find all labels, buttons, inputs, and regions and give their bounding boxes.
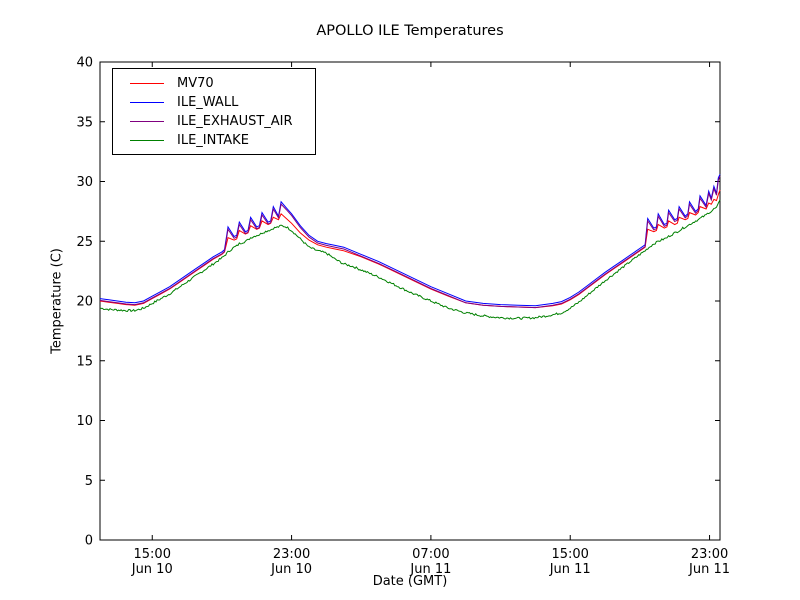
legend-label: MV70 (177, 76, 214, 91)
x-axis-label: Date (GMT) (372, 574, 448, 589)
y-tick-label: 25 (76, 235, 93, 250)
y-tick-label: 30 (76, 175, 93, 190)
legend-label: ILE_INTAKE (177, 133, 249, 148)
x-tick-label-time: 15:00 (134, 547, 171, 562)
mv70-line-swatch (130, 83, 164, 84)
y-tick-label: 10 (76, 414, 93, 429)
legend-entry-mv70: MV70 (113, 74, 315, 93)
ile-intake-line-swatch (130, 140, 164, 141)
y-tick-label: 15 (76, 354, 93, 369)
series-line-ile_wall (99, 174, 721, 307)
x-tick-label-time: 07:00 (412, 547, 449, 562)
legend-entry-ile-intake: ILE_INTAKE (113, 131, 315, 150)
chart-title: APOLLO ILE Temperatures (316, 23, 504, 39)
x-tick-label-date: Jun 11 (549, 562, 591, 577)
ile-wall-line-swatch (130, 102, 164, 103)
x-tick-label-time: 15:00 (551, 547, 588, 562)
x-tick-label-time: 23:00 (691, 547, 728, 562)
legend: MV70 ILE_WALL ILE_EXHAUST_AIR ILE_INTAKE (112, 68, 316, 155)
y-axis-label: Temperature (C) (49, 248, 65, 354)
y-tick-label: 0 (85, 534, 93, 549)
legend-entry-ile-exhaust-air: ILE_EXHAUST_AIR (113, 112, 315, 131)
series-line-mv70 (99, 189, 721, 309)
x-tick-label-date: Jun 10 (131, 562, 173, 577)
y-tick-label: 5 (85, 474, 93, 489)
ile-exhaust-air-line-swatch (130, 121, 164, 122)
x-tick-label-date: Jun 11 (409, 562, 451, 577)
y-tick-label: 20 (76, 295, 93, 310)
legend-label: ILE_WALL (177, 95, 239, 110)
legend-label: ILE_EXHAUST_AIR (177, 114, 293, 129)
y-tick-label: 40 (76, 56, 93, 71)
x-tick-label-time: 23:00 (273, 547, 310, 562)
series-line-ile_intake (99, 199, 721, 320)
legend-entry-ile-wall: ILE_WALL (113, 93, 315, 112)
x-tick-label-date: Jun 11 (688, 562, 730, 577)
y-tick-label: 35 (76, 115, 93, 130)
x-tick-label-date: Jun 10 (270, 562, 312, 577)
series-line-ile_exhaust_air (99, 175, 721, 309)
